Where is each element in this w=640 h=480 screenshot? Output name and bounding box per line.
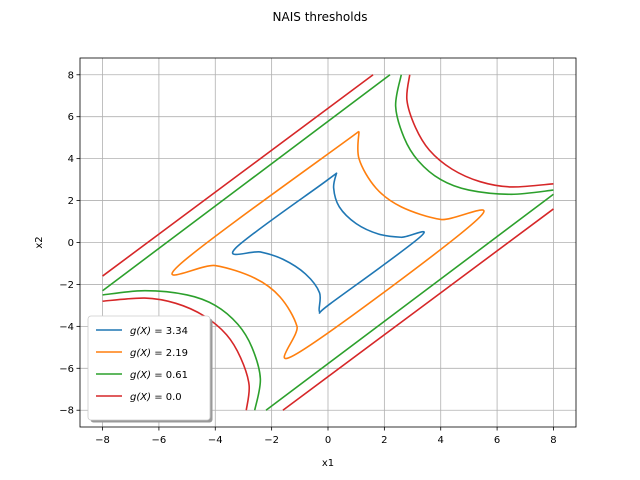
ticks: −8 −6 −4 −2 0 2 4 6 8 −8 −6 −4 −2 0 2 4 6 8 — [59, 70, 556, 446]
legend-entry-value: = 3.34 — [151, 326, 188, 337]
legend-entry-prefix: g(X) — [130, 370, 151, 381]
y-tick-label: 2 — [68, 196, 74, 207]
x-tick-label: 0 — [325, 435, 331, 446]
x-tick-label: −2 — [264, 435, 279, 446]
chart-title: NAIS thresholds — [273, 10, 368, 24]
x-tick-label: −8 — [95, 435, 110, 446]
x-tick-label: 4 — [438, 435, 444, 446]
legend-entry-value: = 0.0 — [151, 392, 182, 403]
x-tick-label: 6 — [494, 435, 500, 446]
y-tick-label: 4 — [68, 154, 74, 165]
contour-line-series-3-segment-3 — [102, 297, 251, 411]
contour-line-series-1-segment-0 — [171, 130, 485, 360]
legend-entry-value: = 0.61 — [151, 370, 188, 381]
legend-entry: g(X) = 0.0 — [130, 392, 182, 403]
x-tick-label: −4 — [208, 435, 223, 446]
y-tick-label: 0 — [68, 238, 74, 249]
y-tick-label: 8 — [68, 70, 74, 81]
legend-entry-prefix: g(X) — [130, 348, 151, 359]
y-tick-label: −6 — [59, 364, 74, 375]
y-axis-label: x2 — [34, 236, 45, 248]
y-tick-label: −8 — [59, 406, 74, 417]
contour-line-series-3-segment-1 — [282, 208, 554, 411]
y-tick-label: −2 — [59, 280, 74, 291]
legend-entry: g(X) = 3.34 — [130, 326, 188, 337]
grid — [80, 58, 576, 427]
y-tick-label: −4 — [59, 322, 74, 333]
legend-entry-prefix: g(X) — [130, 326, 151, 337]
contour-line-series-2-segment-2 — [394, 74, 554, 196]
contour-line-series-3-segment-2 — [405, 74, 554, 188]
legend-entry: g(X) = 0.61 — [130, 370, 188, 381]
x-axis-label: x1 — [322, 458, 334, 469]
legend: g(X) = 3.34g(X) = 2.19g(X) = 0.61g(X) = … — [87, 315, 213, 423]
contour-line-series-3-segment-0 — [102, 74, 374, 277]
legend-entry-value: = 2.19 — [151, 348, 188, 359]
x-tick-label: −6 — [152, 435, 167, 446]
contour-line-series-2-segment-1 — [265, 193, 554, 411]
y-tick-label: 6 — [68, 112, 74, 123]
contour-line-series-2-segment-0 — [102, 74, 391, 292]
contour-line-series-2-segment-3 — [102, 289, 262, 411]
x-tick-label: 2 — [381, 435, 387, 446]
series-layer — [102, 74, 554, 411]
legend-box — [87, 315, 211, 421]
x-tick-label: 8 — [550, 435, 556, 446]
legend-entry-prefix: g(X) — [130, 392, 151, 403]
contour-line-series-0-segment-0 — [231, 172, 425, 314]
legend-entry: g(X) = 2.19 — [130, 348, 188, 359]
